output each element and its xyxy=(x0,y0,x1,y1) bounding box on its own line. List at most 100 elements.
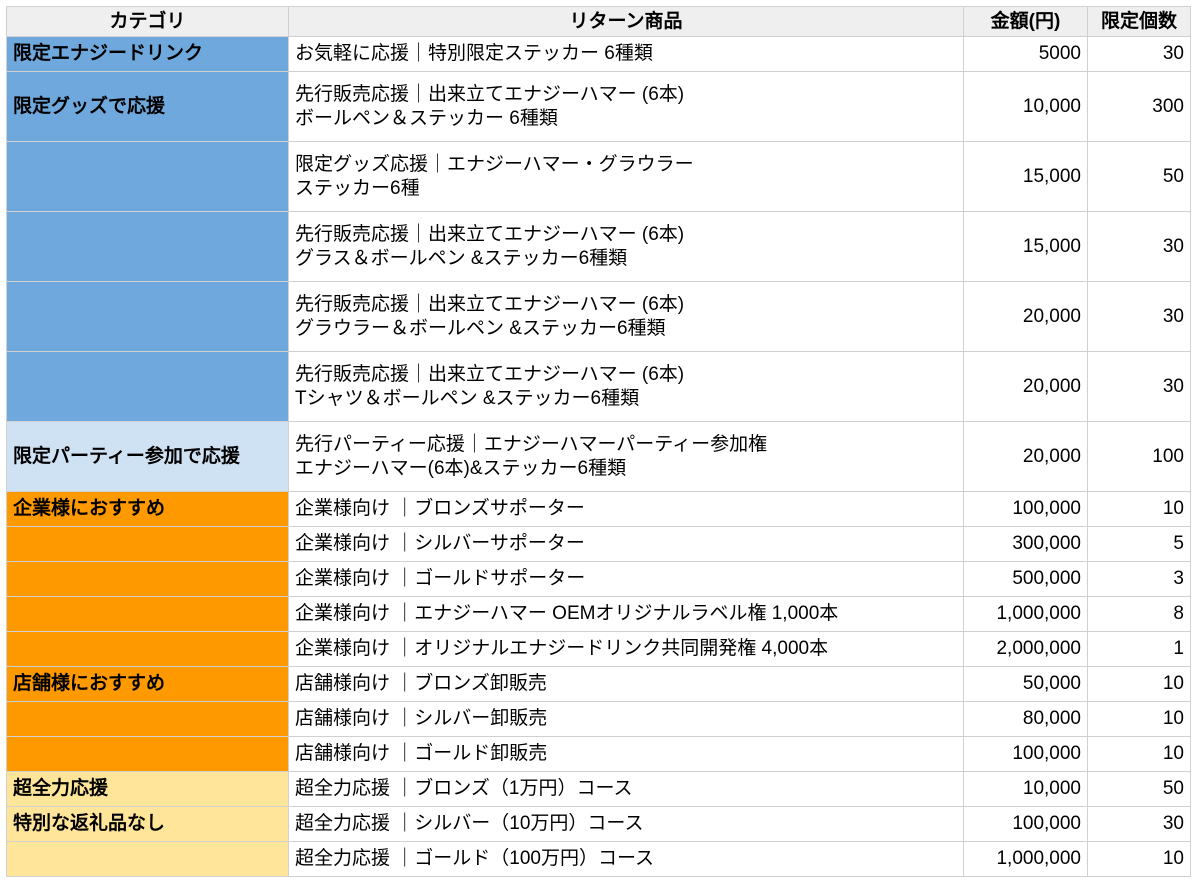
item-cell: 店舗様向け ｜ゴールド卸販売 xyxy=(288,736,964,772)
item-cell: 企業様向け ｜シルバーサポーター xyxy=(288,526,964,562)
item-cell: お気軽に応援｜特別限定ステッカー 6種類 xyxy=(288,36,964,72)
item-line: エナジーハマー(6本)&ステッカー6種類 xyxy=(295,457,627,479)
header-category: カテゴリ xyxy=(6,6,289,37)
item-line: ステッカー6種 xyxy=(295,177,420,199)
item-line: 超全力応援 ｜ブロンズ（1万円）コース xyxy=(295,778,633,799)
item-line: 先行販売応援｜出来立てエナジーハマー (6本) xyxy=(295,223,685,245)
limit-cell: 30 xyxy=(1087,806,1191,842)
item-line: 先行販売応援｜出来立てエナジーハマー (6本) xyxy=(295,83,685,105)
limit-cell: 10 xyxy=(1087,841,1191,877)
header-row: カテゴリ リターン商品 金額(円) 限定個数 xyxy=(6,6,1191,37)
item-cell: 企業様向け ｜エナジーハマー OEMオリジナルラベル権 1,000本 xyxy=(288,596,964,632)
price-cell: 100,000 xyxy=(963,491,1088,527)
category-cell: 店舗様におすすめ xyxy=(6,666,289,702)
table-row: 店舗様におすすめ 店舗様向け ｜ブロンズ卸販売 50,000 10 xyxy=(6,666,1191,702)
item-line: 企業様向け ｜シルバーサポーター xyxy=(295,533,585,554)
item-line: 超全力応援 ｜シルバー（10万円）コース xyxy=(295,813,644,834)
price-cell: 15,000 xyxy=(963,211,1088,282)
table-row: 限定パーティー参加で応援 先行パーティー応援｜エナジーハマーパーティー参加権 エナジ… xyxy=(6,421,1191,492)
table-row: 限定グッズで応援 先行販売応援｜出来立てエナジーハマー (6本) ボールペン＆ステッ… xyxy=(6,71,1191,142)
price-cell: 80,000 xyxy=(963,701,1088,737)
category-cell xyxy=(6,211,289,282)
category-cell: 限定エナジードリンク xyxy=(6,36,289,72)
item-line: グラウラー＆ボールペン &ステッカー6種類 xyxy=(295,317,666,339)
limit-cell: 8 xyxy=(1087,596,1191,632)
item-cell: 超全力応援 ｜ブロンズ（1万円）コース xyxy=(288,771,964,807)
item-line: 超全力応援 ｜ゴールド（100万円）コース xyxy=(295,848,655,869)
price-cell: 20,000 xyxy=(963,421,1088,492)
item-line: 企業様向け ｜ゴールドサポーター xyxy=(295,568,586,589)
item-line: 先行販売応援｜出来立てエナジーハマー (6本) xyxy=(295,293,685,315)
item-line: ボールペン＆ステッカー 6種類 xyxy=(295,107,558,129)
item-cell: 先行販売応援｜出来立てエナジーハマー (6本) グラウラー＆ボールペン &ステッカ… xyxy=(288,281,964,352)
table-row: 企業様向け ｜オリジナルエナジードリンク共同開発権 4,000本 2,000,00… xyxy=(6,631,1191,667)
item-line: グラス＆ボールペン &ステッカー6種類 xyxy=(295,247,628,269)
table-row: 企業様向け ｜シルバーサポーター 300,000 5 xyxy=(6,526,1191,562)
price-cell: 20,000 xyxy=(963,351,1088,422)
header-limit: 限定個数 xyxy=(1087,6,1191,37)
table-row: 企業様におすすめ 企業様向け ｜ブロンズサポーター 100,000 10 xyxy=(6,491,1191,527)
price-cell: 1,000,000 xyxy=(963,596,1088,632)
limit-cell: 100 xyxy=(1087,421,1191,492)
category-cell xyxy=(6,141,289,212)
item-cell: 超全力応援 ｜ゴールド（100万円）コース xyxy=(288,841,964,877)
category-cell xyxy=(6,631,289,667)
limit-cell: 10 xyxy=(1087,666,1191,702)
item-line: 企業様向け ｜オリジナルエナジードリンク共同開発権 4,000本 xyxy=(295,638,829,659)
item-line: Tシャツ＆ボールペン &ステッカー6種類 xyxy=(295,387,640,409)
table-row: 超全力応援 ｜ゴールド（100万円）コース 1,000,000 10 xyxy=(6,841,1191,877)
table-row: 企業様向け ｜エナジーハマー OEMオリジナルラベル権 1,000本 1,000,… xyxy=(6,596,1191,632)
item-cell: 店舗様向け ｜シルバー卸販売 xyxy=(288,701,964,737)
category-cell xyxy=(6,561,289,597)
price-cell: 300,000 xyxy=(963,526,1088,562)
category-cell xyxy=(6,596,289,632)
category-cell xyxy=(6,841,289,877)
item-cell: 限定グッズ応援｜エナジーハマー・グラウラー ステッカー6種 xyxy=(288,141,964,212)
table-row: 限定エナジードリンク お気軽に応援｜特別限定ステッカー 6種類 5000 30 xyxy=(6,36,1191,72)
category-cell xyxy=(6,281,289,352)
category-cell: 特別な返礼品なし xyxy=(6,806,289,842)
table-row: 超全力応援 超全力応援 ｜ブロンズ（1万円）コース 10,000 50 xyxy=(6,771,1191,807)
limit-cell: 10 xyxy=(1087,701,1191,737)
limit-cell: 300 xyxy=(1087,71,1191,142)
category-cell: 限定パーティー参加で応援 xyxy=(6,421,289,492)
item-line: 先行パーティー応援｜エナジーハマーパーティー参加権 xyxy=(295,433,768,455)
table-row: 店舗様向け ｜ゴールド卸販売 100,000 10 xyxy=(6,736,1191,772)
item-cell: 超全力応援 ｜シルバー（10万円）コース xyxy=(288,806,964,842)
table-row: 先行販売応援｜出来立てエナジーハマー (6本) Tシャツ＆ボールペン &ステッカー… xyxy=(6,351,1191,422)
category-cell xyxy=(6,526,289,562)
item-cell: 先行販売応援｜出来立てエナジーハマー (6本) Tシャツ＆ボールペン &ステッカー… xyxy=(288,351,964,422)
item-cell: 先行パーティー応援｜エナジーハマーパーティー参加権 エナジーハマー(6本)&ステッ… xyxy=(288,421,964,492)
limit-cell: 50 xyxy=(1087,141,1191,212)
price-cell: 500,000 xyxy=(963,561,1088,597)
price-cell: 15,000 xyxy=(963,141,1088,212)
category-cell xyxy=(6,701,289,737)
price-cell: 20,000 xyxy=(963,281,1088,352)
item-cell: 企業様向け ｜ゴールドサポーター xyxy=(288,561,964,597)
item-line: 限定グッズ応援｜エナジーハマー・グラウラー xyxy=(295,153,694,175)
limit-cell: 5 xyxy=(1087,526,1191,562)
price-cell: 100,000 xyxy=(963,736,1088,772)
category-cell xyxy=(6,736,289,772)
header-item: リターン商品 xyxy=(288,6,964,37)
header-price: 金額(円) xyxy=(963,6,1088,37)
price-cell: 1,000,000 xyxy=(963,841,1088,877)
item-cell: 企業様向け ｜ブロンズサポーター xyxy=(288,491,964,527)
limit-cell: 1 xyxy=(1087,631,1191,667)
item-cell: 先行販売応援｜出来立てエナジーハマー (6本) ボールペン＆ステッカー 6種類 xyxy=(288,71,964,142)
limit-cell: 30 xyxy=(1087,36,1191,72)
category-cell: 超全力応援 xyxy=(6,771,289,807)
limit-cell: 30 xyxy=(1087,351,1191,422)
limit-cell: 30 xyxy=(1087,281,1191,352)
limit-cell: 10 xyxy=(1087,736,1191,772)
price-cell: 50,000 xyxy=(963,666,1088,702)
price-cell: 5000 xyxy=(963,36,1088,72)
limit-cell: 3 xyxy=(1087,561,1191,597)
table-row: 先行販売応援｜出来立てエナジーハマー (6本) グラス＆ボールペン &ステッカー6… xyxy=(6,211,1191,282)
returns-table: カテゴリ リターン商品 金額(円) 限定個数 限定エナジードリンク お気軽に応援｜… xyxy=(6,6,1191,877)
table-row: 限定グッズ応援｜エナジーハマー・グラウラー ステッカー6種 15,000 50 xyxy=(6,141,1191,212)
price-cell: 10,000 xyxy=(963,71,1088,142)
price-cell: 100,000 xyxy=(963,806,1088,842)
category-cell: 企業様におすすめ xyxy=(6,491,289,527)
limit-cell: 30 xyxy=(1087,211,1191,282)
